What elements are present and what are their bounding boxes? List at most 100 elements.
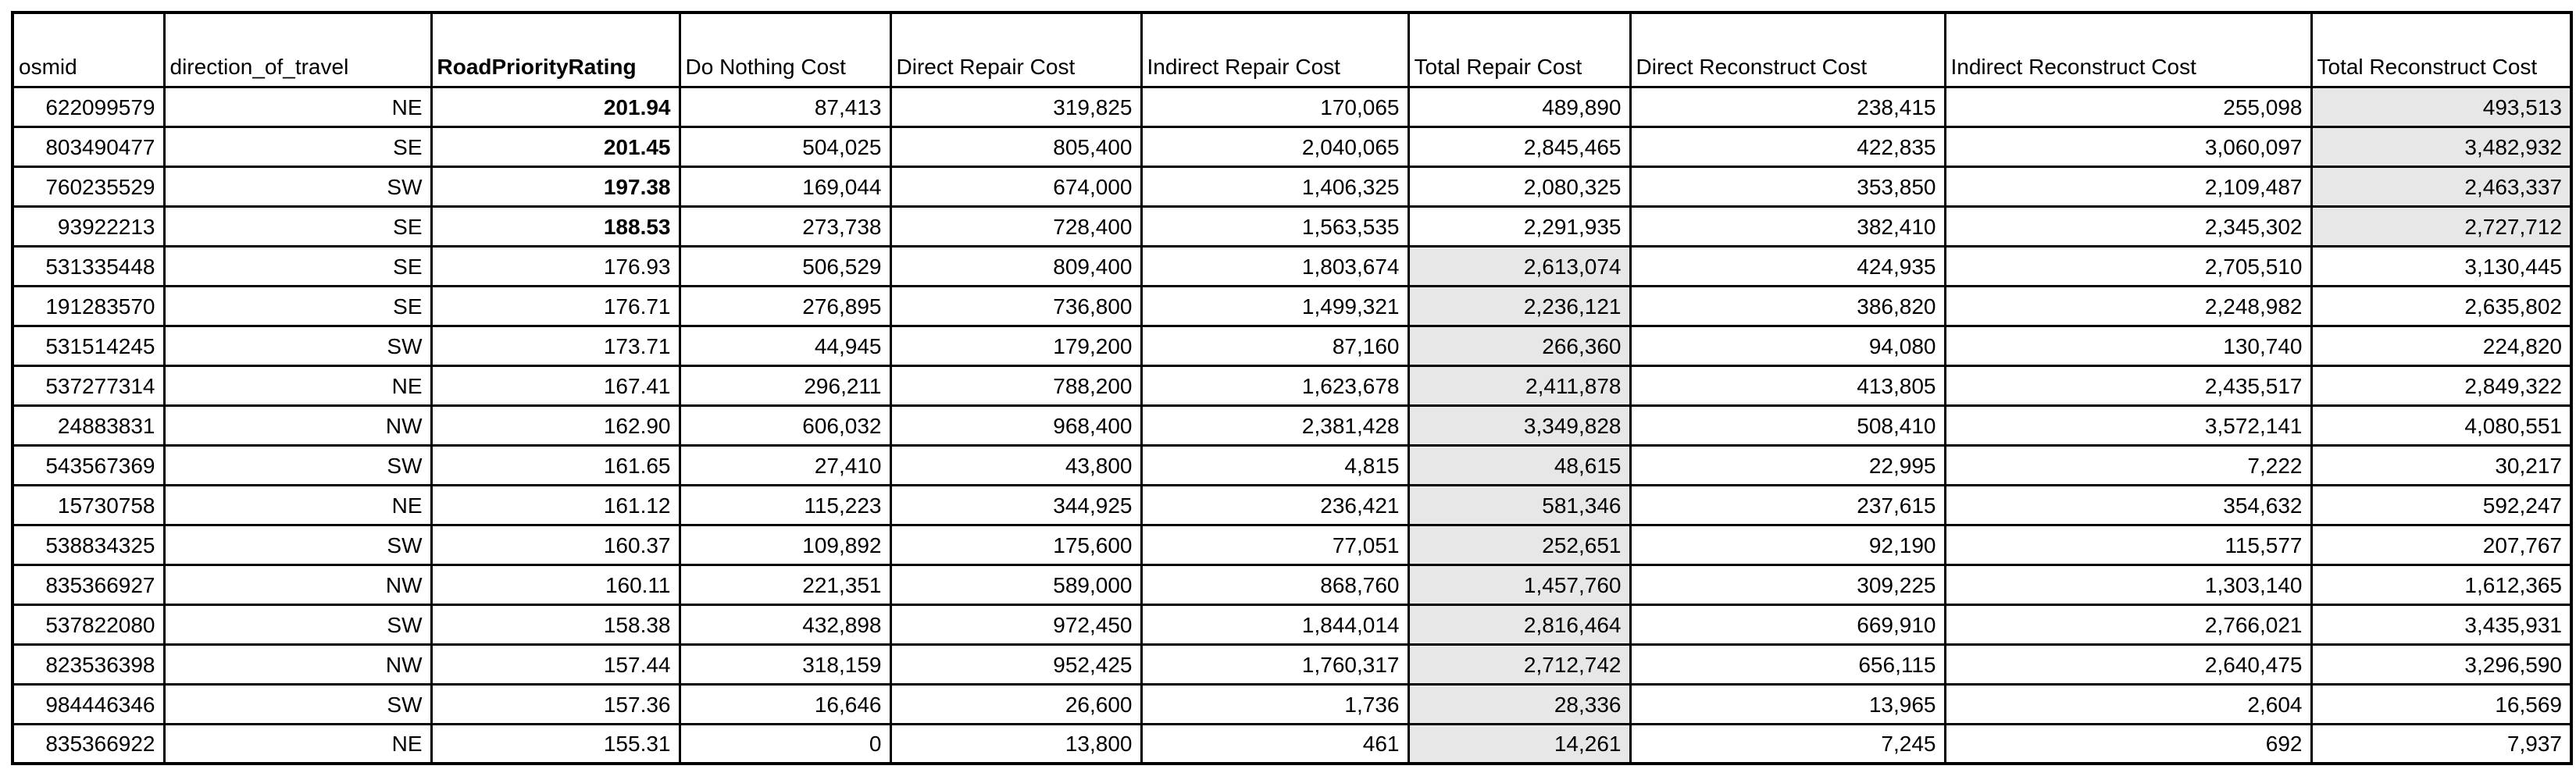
cell-road-priority-rating[interactable]: 176.93 <box>430 244 681 287</box>
cell-total-reconstruct-cost[interactable]: 3,296,590 <box>2310 643 2573 686</box>
cell-indirect-repair-cost[interactable]: 1,499,321 <box>1140 284 1410 327</box>
col-header-total-repair-cost[interactable]: Total Repair Cost <box>1407 11 1632 88</box>
cell-indirect-repair-cost[interactable]: 77,051 <box>1140 523 1410 566</box>
col-header-do-nothing-cost[interactable]: Do Nothing Cost <box>678 11 892 88</box>
cell-direct-reconstruct-cost[interactable]: 7,245 <box>1629 722 1946 765</box>
cell-direct-repair-cost[interactable]: 589,000 <box>889 563 1143 606</box>
cell-direct-reconstruct-cost[interactable]: 92,190 <box>1629 523 1946 566</box>
cell-indirect-reconstruct-cost[interactable]: 255,098 <box>1943 85 2313 128</box>
cell-direct-reconstruct-cost[interactable]: 309,225 <box>1629 563 1946 606</box>
col-header-direct-repair-cost[interactable]: Direct Repair Cost <box>889 11 1143 88</box>
cell-total-repair-cost[interactable]: 2,411,878 <box>1407 364 1632 407</box>
cell-direct-reconstruct-cost[interactable]: 656,115 <box>1629 643 1946 686</box>
cell-total-reconstruct-cost[interactable]: 2,849,322 <box>2310 364 2573 407</box>
cell-direction-of-travel[interactable]: NE <box>162 722 433 765</box>
cell-total-repair-cost[interactable]: 2,613,074 <box>1407 244 1632 287</box>
col-header-direct-reconstruct-cost[interactable]: Direct Reconstruct Cost <box>1629 11 1946 88</box>
cell-total-repair-cost[interactable]: 489,890 <box>1407 85 1632 128</box>
cell-direct-repair-cost[interactable]: 809,400 <box>889 244 1143 287</box>
cell-road-priority-rating[interactable]: 157.44 <box>430 643 681 686</box>
cell-osmid[interactable]: 760235529 <box>11 165 166 208</box>
cell-direct-repair-cost[interactable]: 674,000 <box>889 165 1143 208</box>
cell-osmid[interactable]: 538834325 <box>11 523 166 566</box>
col-header-indirect-reconstruct-cost[interactable]: Indirect Reconstruct Cost <box>1943 11 2313 88</box>
col-header-direction-of-travel[interactable]: direction_of_travel <box>162 11 433 88</box>
cell-direct-repair-cost[interactable]: 968,400 <box>889 404 1143 447</box>
cell-total-repair-cost[interactable]: 14,261 <box>1407 722 1632 765</box>
cell-do-nothing-cost[interactable]: 506,529 <box>678 244 892 287</box>
cell-indirect-reconstruct-cost[interactable]: 130,740 <box>1943 324 2313 367</box>
cell-direction-of-travel[interactable]: SE <box>162 244 433 287</box>
cell-indirect-repair-cost[interactable]: 461 <box>1140 722 1410 765</box>
cell-indirect-repair-cost[interactable]: 1,736 <box>1140 682 1410 725</box>
cell-indirect-reconstruct-cost[interactable]: 692 <box>1943 722 2313 765</box>
cell-road-priority-rating[interactable]: 162.90 <box>430 404 681 447</box>
cell-direction-of-travel[interactable]: NE <box>162 85 433 128</box>
cell-total-reconstruct-cost[interactable]: 224,820 <box>2310 324 2573 367</box>
cell-direction-of-travel[interactable]: SW <box>162 324 433 367</box>
cell-direct-reconstruct-cost[interactable]: 386,820 <box>1629 284 1946 327</box>
cell-road-priority-rating[interactable]: 161.65 <box>430 443 681 486</box>
cell-direction-of-travel[interactable]: SE <box>162 125 433 168</box>
cell-road-priority-rating[interactable]: 155.31 <box>430 722 681 765</box>
cell-direction-of-travel[interactable]: SW <box>162 443 433 486</box>
cell-direct-repair-cost[interactable]: 13,800 <box>889 722 1143 765</box>
cell-direct-reconstruct-cost[interactable]: 237,615 <box>1629 483 1946 526</box>
cell-indirect-repair-cost[interactable]: 1,623,678 <box>1140 364 1410 407</box>
cell-total-repair-cost[interactable]: 48,615 <box>1407 443 1632 486</box>
cell-osmid[interactable]: 531335448 <box>11 244 166 287</box>
cell-direct-reconstruct-cost[interactable]: 424,935 <box>1629 244 1946 287</box>
cell-road-priority-rating[interactable]: 197.38 <box>430 165 681 208</box>
cell-total-reconstruct-cost[interactable]: 16,569 <box>2310 682 2573 725</box>
cell-indirect-reconstruct-cost[interactable]: 115,577 <box>1943 523 2313 566</box>
col-header-osmid[interactable]: osmid <box>11 11 166 88</box>
cell-osmid[interactable]: 835366927 <box>11 563 166 606</box>
cell-indirect-reconstruct-cost[interactable]: 2,435,517 <box>1943 364 2313 407</box>
cell-indirect-repair-cost[interactable]: 2,381,428 <box>1140 404 1410 447</box>
cell-road-priority-rating[interactable]: 161.12 <box>430 483 681 526</box>
cell-do-nothing-cost[interactable]: 606,032 <box>678 404 892 447</box>
cell-total-repair-cost[interactable]: 2,816,464 <box>1407 603 1632 646</box>
cell-total-reconstruct-cost[interactable]: 493,513 <box>2310 85 2573 128</box>
cell-total-repair-cost[interactable]: 28,336 <box>1407 682 1632 725</box>
cell-indirect-reconstruct-cost[interactable]: 7,222 <box>1943 443 2313 486</box>
cell-osmid[interactable]: 835366922 <box>11 722 166 765</box>
cell-osmid[interactable]: 537822080 <box>11 603 166 646</box>
cell-total-reconstruct-cost[interactable]: 4,080,551 <box>2310 404 2573 447</box>
cell-total-repair-cost[interactable]: 2,236,121 <box>1407 284 1632 327</box>
cell-osmid[interactable]: 24883831 <box>11 404 166 447</box>
col-header-total-reconstruct-cost[interactable]: Total Reconstruct Cost <box>2310 11 2573 88</box>
cell-direct-reconstruct-cost[interactable]: 13,965 <box>1629 682 1946 725</box>
cell-osmid[interactable]: 15730758 <box>11 483 166 526</box>
cell-road-priority-rating[interactable]: 201.45 <box>430 125 681 168</box>
cell-do-nothing-cost[interactable]: 109,892 <box>678 523 892 566</box>
cell-total-reconstruct-cost[interactable]: 3,130,445 <box>2310 244 2573 287</box>
cell-do-nothing-cost[interactable]: 221,351 <box>678 563 892 606</box>
cell-direct-reconstruct-cost[interactable]: 94,080 <box>1629 324 1946 367</box>
cell-road-priority-rating[interactable]: 157.36 <box>430 682 681 725</box>
cell-road-priority-rating[interactable]: 167.41 <box>430 364 681 407</box>
cell-total-repair-cost[interactable]: 252,651 <box>1407 523 1632 566</box>
cell-direct-repair-cost[interactable]: 736,800 <box>889 284 1143 327</box>
cell-do-nothing-cost[interactable]: 27,410 <box>678 443 892 486</box>
cell-indirect-repair-cost[interactable]: 170,065 <box>1140 85 1410 128</box>
cell-do-nothing-cost[interactable]: 276,895 <box>678 284 892 327</box>
cell-osmid[interactable]: 823536398 <box>11 643 166 686</box>
cell-total-repair-cost[interactable]: 2,291,935 <box>1407 205 1632 248</box>
cell-direct-repair-cost[interactable]: 728,400 <box>889 205 1143 248</box>
cell-osmid[interactable]: 191283570 <box>11 284 166 327</box>
cell-direction-of-travel[interactable]: NW <box>162 563 433 606</box>
cell-osmid[interactable]: 803490477 <box>11 125 166 168</box>
cell-direct-reconstruct-cost[interactable]: 508,410 <box>1629 404 1946 447</box>
cell-total-reconstruct-cost[interactable]: 207,767 <box>2310 523 2573 566</box>
cell-indirect-reconstruct-cost[interactable]: 3,060,097 <box>1943 125 2313 168</box>
cell-direct-repair-cost[interactable]: 972,450 <box>889 603 1143 646</box>
cell-do-nothing-cost[interactable]: 115,223 <box>678 483 892 526</box>
cell-road-priority-rating[interactable]: 160.37 <box>430 523 681 566</box>
cell-indirect-reconstruct-cost[interactable]: 2,248,982 <box>1943 284 2313 327</box>
cell-do-nothing-cost[interactable]: 87,413 <box>678 85 892 128</box>
cell-direction-of-travel[interactable]: SE <box>162 284 433 327</box>
cell-total-repair-cost[interactable]: 2,080,325 <box>1407 165 1632 208</box>
cell-direct-reconstruct-cost[interactable]: 22,995 <box>1629 443 1946 486</box>
cell-indirect-repair-cost[interactable]: 1,760,317 <box>1140 643 1410 686</box>
